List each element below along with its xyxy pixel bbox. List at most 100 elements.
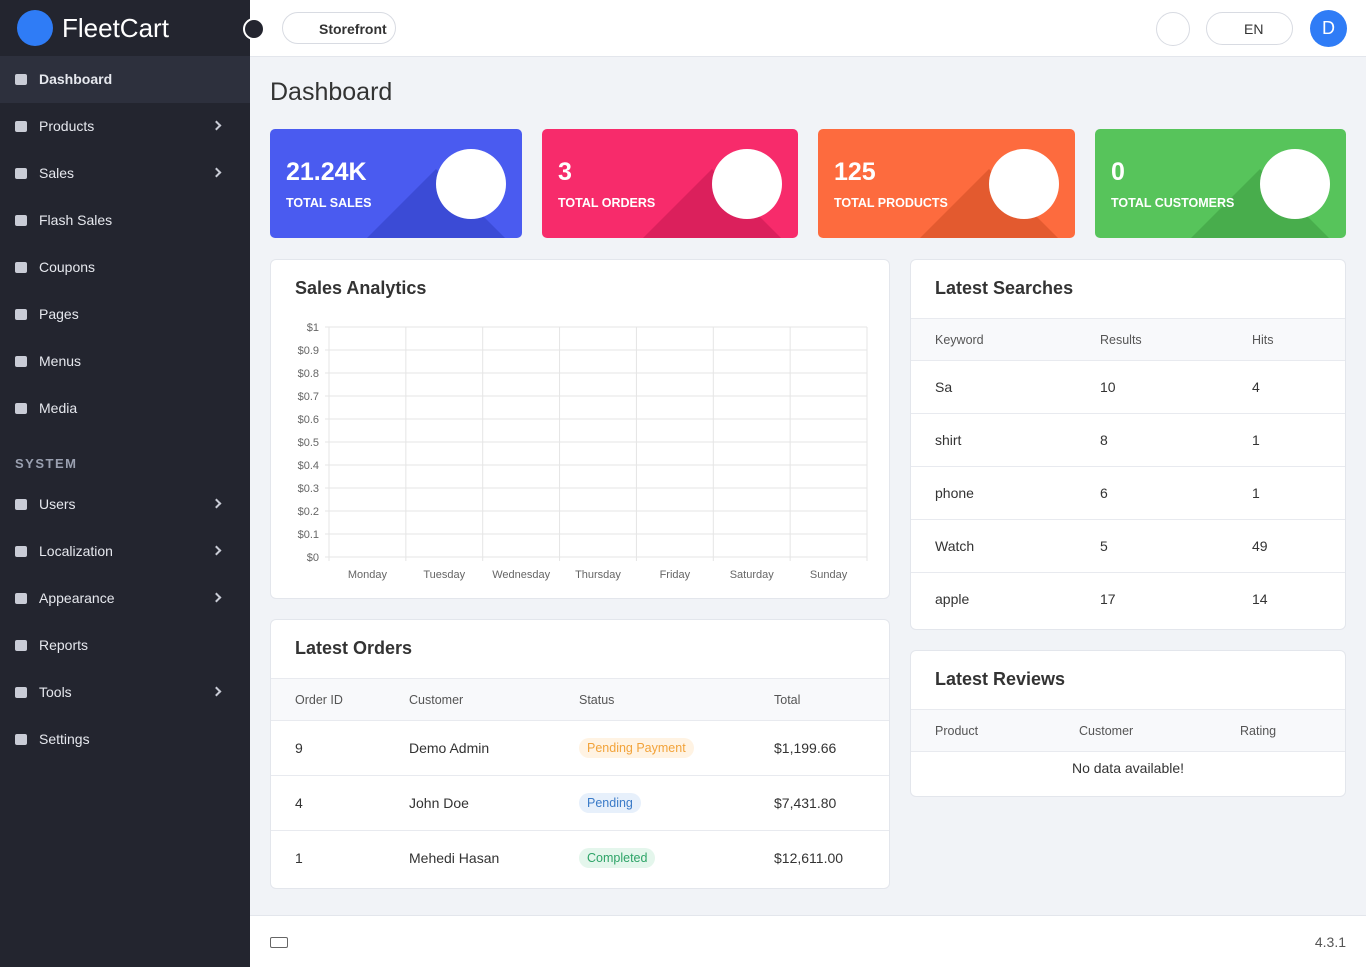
table-header: Order ID Customer Status Total <box>271 678 889 721</box>
nav-icon <box>15 309 27 320</box>
column-header: Order ID <box>295 693 343 707</box>
table-cell: apple <box>935 590 970 607</box>
chart: $0 $0.1 $0.2 $0.3 $0.4 $0.5 $0.6 $0.7 $0.8 $0.9 $1… <box>298 322 868 581</box>
column-header: Customer <box>1079 724 1134 738</box>
nav-icon <box>15 356 27 367</box>
nav-label: Media <box>39 400 78 416</box>
nav-label: Menus <box>39 353 82 369</box>
table-cell: 1 <box>295 849 303 866</box>
nav-item[interactable]: Products <box>0 103 250 150</box>
y-tick-label: $0.1 <box>298 529 319 541</box>
table-cell: 10 <box>1100 378 1116 395</box>
table-cell: 4 <box>295 794 303 811</box>
table-row[interactable]: 1 Mehedi Hasan Completed $12,611.00 <box>271 831 889 886</box>
nav-icon <box>15 121 27 132</box>
nav-label: Tools <box>39 684 72 700</box>
y-tick-label: $0.7 <box>298 391 319 403</box>
nav-label: Products <box>39 118 95 134</box>
stat-card[interactable]: 21.24K TOTAL SALES <box>270 129 522 238</box>
sales-analytics-card: Sales Analytics $0 $0.1 $0.2 $0.3 $0.4 $0.5 $0… <box>270 259 890 599</box>
empty-message: No data available! <box>1071 760 1185 776</box>
column-header: Results <box>1100 333 1142 347</box>
stat-label: TOTAL ORDERS <box>558 196 656 210</box>
table-cell: $12,611.00 <box>774 849 844 866</box>
chevron <box>211 498 222 509</box>
table-row[interactable]: shirt 8 1 <box>911 414 1345 467</box>
chevron <box>211 545 222 556</box>
nav-item[interactable]: Flash Sales <box>0 197 250 244</box>
stat-icon <box>1260 149 1330 219</box>
nav-item[interactable]: Appearance <box>0 575 250 622</box>
stat-card[interactable]: 0 TOTAL CUSTOMERS <box>1095 129 1346 238</box>
nav-item[interactable]: Reports <box>0 622 250 669</box>
storefront-label: Storefront <box>319 21 387 37</box>
nav-item[interactable]: Media <box>0 385 250 432</box>
table-row[interactable]: 9 Demo Admin Pending Payment $1,199.66 <box>271 721 889 776</box>
stat-card[interactable]: 125 TOTAL PRODUCTS <box>818 129 1075 238</box>
nav-icon <box>15 734 27 745</box>
stat-icon <box>989 149 1059 219</box>
collapse-button[interactable] <box>243 18 265 40</box>
nav-label: Settings <box>39 731 90 747</box>
nav-item[interactable]: Tools <box>0 669 250 716</box>
table-cell: 9 <box>295 739 303 756</box>
table-cell: 6 <box>1100 484 1108 501</box>
nav-item[interactable]: Sales <box>0 150 250 197</box>
nav-item[interactable]: Localization <box>0 528 250 575</box>
nav-icon <box>15 74 27 85</box>
language-button[interactable]: EN <box>1206 12 1293 45</box>
table-row[interactable]: Watch 5 49 <box>911 520 1345 573</box>
table-cell: $1,199.66 <box>774 739 837 756</box>
card-title: Latest Reviews <box>935 669 1066 689</box>
stat-card[interactable]: 3 TOTAL ORDERS <box>542 129 798 238</box>
status-badge: Pending Payment <box>579 737 694 758</box>
nav-icon <box>15 403 27 414</box>
column-header: Keyword <box>935 333 984 347</box>
x-tick-label: Thursday <box>575 569 621 581</box>
nav-icon <box>15 499 27 510</box>
brand[interactable]: FleetCart <box>62 13 169 43</box>
nav-icon <box>15 640 27 651</box>
nav-item[interactable]: Pages <box>0 291 250 338</box>
nav-label: Reports <box>39 637 89 653</box>
logo[interactable] <box>17 10 53 46</box>
nav-item[interactable]: Menus <box>0 338 250 385</box>
nav-item[interactable]: Dashboard <box>0 56 250 103</box>
stat-label: TOTAL PRODUCTS <box>834 196 948 210</box>
y-tick-label: $0.6 <box>298 414 319 426</box>
nav-label: Localization <box>39 543 113 559</box>
stat-value: 0 <box>1111 158 1125 186</box>
latest-reviews-card: Latest Reviews No data available! Product… <box>910 650 1346 797</box>
table-row[interactable]: Sa 10 4 <box>911 361 1345 414</box>
table-row[interactable]: apple 17 14 <box>911 573 1345 626</box>
nav-label: Appearance <box>39 590 115 606</box>
table-cell: Sa <box>935 378 953 395</box>
table-row[interactable]: 4 John Doe Pending $7,431.80 <box>271 776 889 831</box>
latest-orders-card: Latest Orders Order ID Customer Status Total… <box>270 619 890 889</box>
x-tick-label: Monday <box>348 569 388 581</box>
table-cell: 5 <box>1100 537 1108 554</box>
table-row[interactable]: phone 6 1 <box>911 467 1345 520</box>
stat-label: TOTAL SALES <box>286 196 372 210</box>
nav-item[interactable]: Coupons <box>0 244 250 291</box>
table-cell: 17 <box>1100 590 1116 607</box>
nav-label: Flash Sales <box>39 212 113 228</box>
nav-icon <box>15 687 27 698</box>
table-cell: John Doe <box>409 794 469 811</box>
avatar[interactable]: D <box>1310 10 1347 47</box>
stat-value: 21.24K <box>286 158 367 186</box>
nav-item[interactable]: Users <box>0 481 250 528</box>
nav-item[interactable]: Settings <box>0 716 250 763</box>
nav-icon <box>15 215 27 226</box>
table-cell: 14 <box>1252 590 1268 607</box>
page-title: Dashboard <box>270 78 393 106</box>
stat-icon <box>436 149 506 219</box>
storefront-button[interactable]: Storefront <box>282 12 396 44</box>
column-header: Product <box>935 724 979 738</box>
fullscreen-button[interactable] <box>1156 12 1190 46</box>
nav-label: Dashboard <box>39 71 113 87</box>
y-tick-label: $0.8 <box>298 368 319 380</box>
table-cell: Demo Admin <box>409 739 490 756</box>
keyboard-icon[interactable] <box>270 937 288 948</box>
